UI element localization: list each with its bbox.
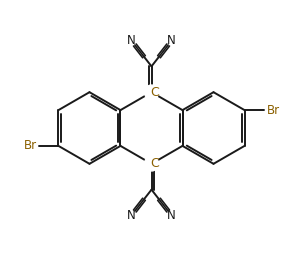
Text: N: N	[127, 35, 136, 47]
Text: C: C	[150, 157, 159, 170]
Text: Br: Br	[23, 140, 37, 152]
Text: N: N	[167, 209, 176, 221]
Text: C: C	[150, 86, 159, 99]
Circle shape	[144, 157, 159, 171]
Text: N: N	[167, 35, 176, 47]
Text: N: N	[127, 209, 136, 221]
Text: Br: Br	[266, 104, 280, 116]
Circle shape	[144, 85, 159, 99]
